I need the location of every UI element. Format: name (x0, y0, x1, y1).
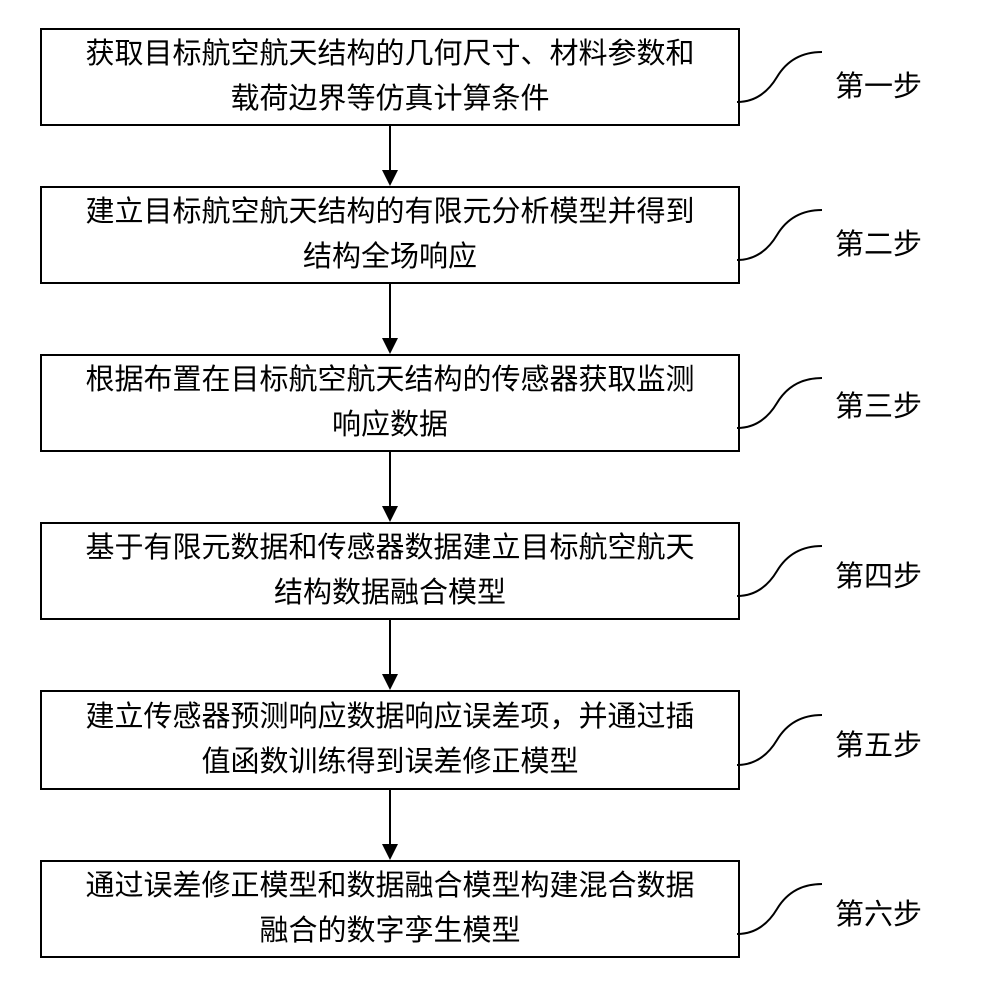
curve-icon (732, 373, 832, 433)
step-text: 根据布置在目标航空航天结构的传感器获取监测 (85, 358, 694, 403)
step-label-1: 第一步 (835, 63, 922, 105)
step-text: 结构全场响应 (303, 235, 477, 280)
step-row-5: 建立传感器预测响应数据响应误差项，并通过插 值函数训练得到误差修正模型 第五步 (40, 690, 960, 790)
step-box-6: 通过误差修正模型和数据融合模型构建混合数据 融合的数字孪生模型 (40, 860, 740, 958)
curve-icon (732, 879, 832, 939)
step-label-4: 第四步 (835, 553, 922, 595)
step-text: 获取目标航空航天结构的几何尺寸、材料参数和 (85, 32, 694, 77)
step-label-6: 第六步 (835, 891, 922, 933)
step-box-4: 基于有限元数据和传感器数据建立目标航空航天 结构数据融合模型 (40, 522, 740, 620)
step-text: 建立目标航空航天结构的有限元分析模型并得到 (85, 190, 694, 235)
arrow-down-icon (375, 790, 405, 860)
curve-icon (732, 541, 832, 601)
step-box-3: 根据布置在目标航空航天结构的传感器获取监测 响应数据 (40, 354, 740, 452)
step-row-1: 获取目标航空航天结构的几何尺寸、材料参数和 载荷边界等仿真计算条件 第一步 (40, 28, 960, 126)
step-text: 通过误差修正模型和数据融合模型构建混合数据 (85, 864, 694, 909)
arrow-4 (40, 620, 740, 690)
step-text: 基于有限元数据和传感器数据建立目标航空航天 (85, 526, 694, 571)
step-box-5: 建立传感器预测响应数据响应误差项，并通过插 值函数训练得到误差修正模型 (40, 690, 740, 790)
step-row-6: 通过误差修正模型和数据融合模型构建混合数据 融合的数字孪生模型 第六步 (40, 860, 960, 958)
step-label-2: 第二步 (835, 221, 922, 263)
curve-icon (732, 205, 832, 265)
step-row-2: 建立目标航空航天结构的有限元分析模型并得到 结构全场响应 第二步 (40, 186, 960, 284)
step-text: 响应数据 (332, 403, 448, 448)
step-box-2: 建立目标航空航天结构的有限元分析模型并得到 结构全场响应 (40, 186, 740, 284)
step-label-3: 第三步 (835, 383, 922, 425)
arrow-2 (40, 284, 740, 354)
step-text: 值函数训练得到误差修正模型 (201, 740, 578, 785)
arrow-5 (40, 790, 740, 860)
step-text: 建立传感器预测响应数据响应误差项，并通过插 (85, 695, 694, 740)
step-text: 载荷边界等仿真计算条件 (230, 77, 549, 122)
arrow-1 (40, 126, 740, 186)
step-row-3: 根据布置在目标航空航天结构的传感器获取监测 响应数据 第三步 (40, 354, 960, 452)
arrow-3 (40, 452, 740, 522)
flowchart-container: 获取目标航空航天结构的几何尺寸、材料参数和 载荷边界等仿真计算条件 第一步 建立… (40, 28, 960, 958)
arrow-down-icon (375, 452, 405, 522)
arrow-down-icon (375, 126, 405, 186)
step-row-4: 基于有限元数据和传感器数据建立目标航空航天 结构数据融合模型 第四步 (40, 522, 960, 620)
arrow-down-icon (375, 284, 405, 354)
step-label-5: 第五步 (835, 722, 922, 764)
curve-icon (732, 710, 832, 770)
curve-icon (732, 47, 832, 107)
step-box-1: 获取目标航空航天结构的几何尺寸、材料参数和 载荷边界等仿真计算条件 (40, 28, 740, 126)
step-text: 融合的数字孪生模型 (259, 909, 520, 954)
step-text: 结构数据融合模型 (274, 571, 506, 616)
arrow-down-icon (375, 620, 405, 690)
